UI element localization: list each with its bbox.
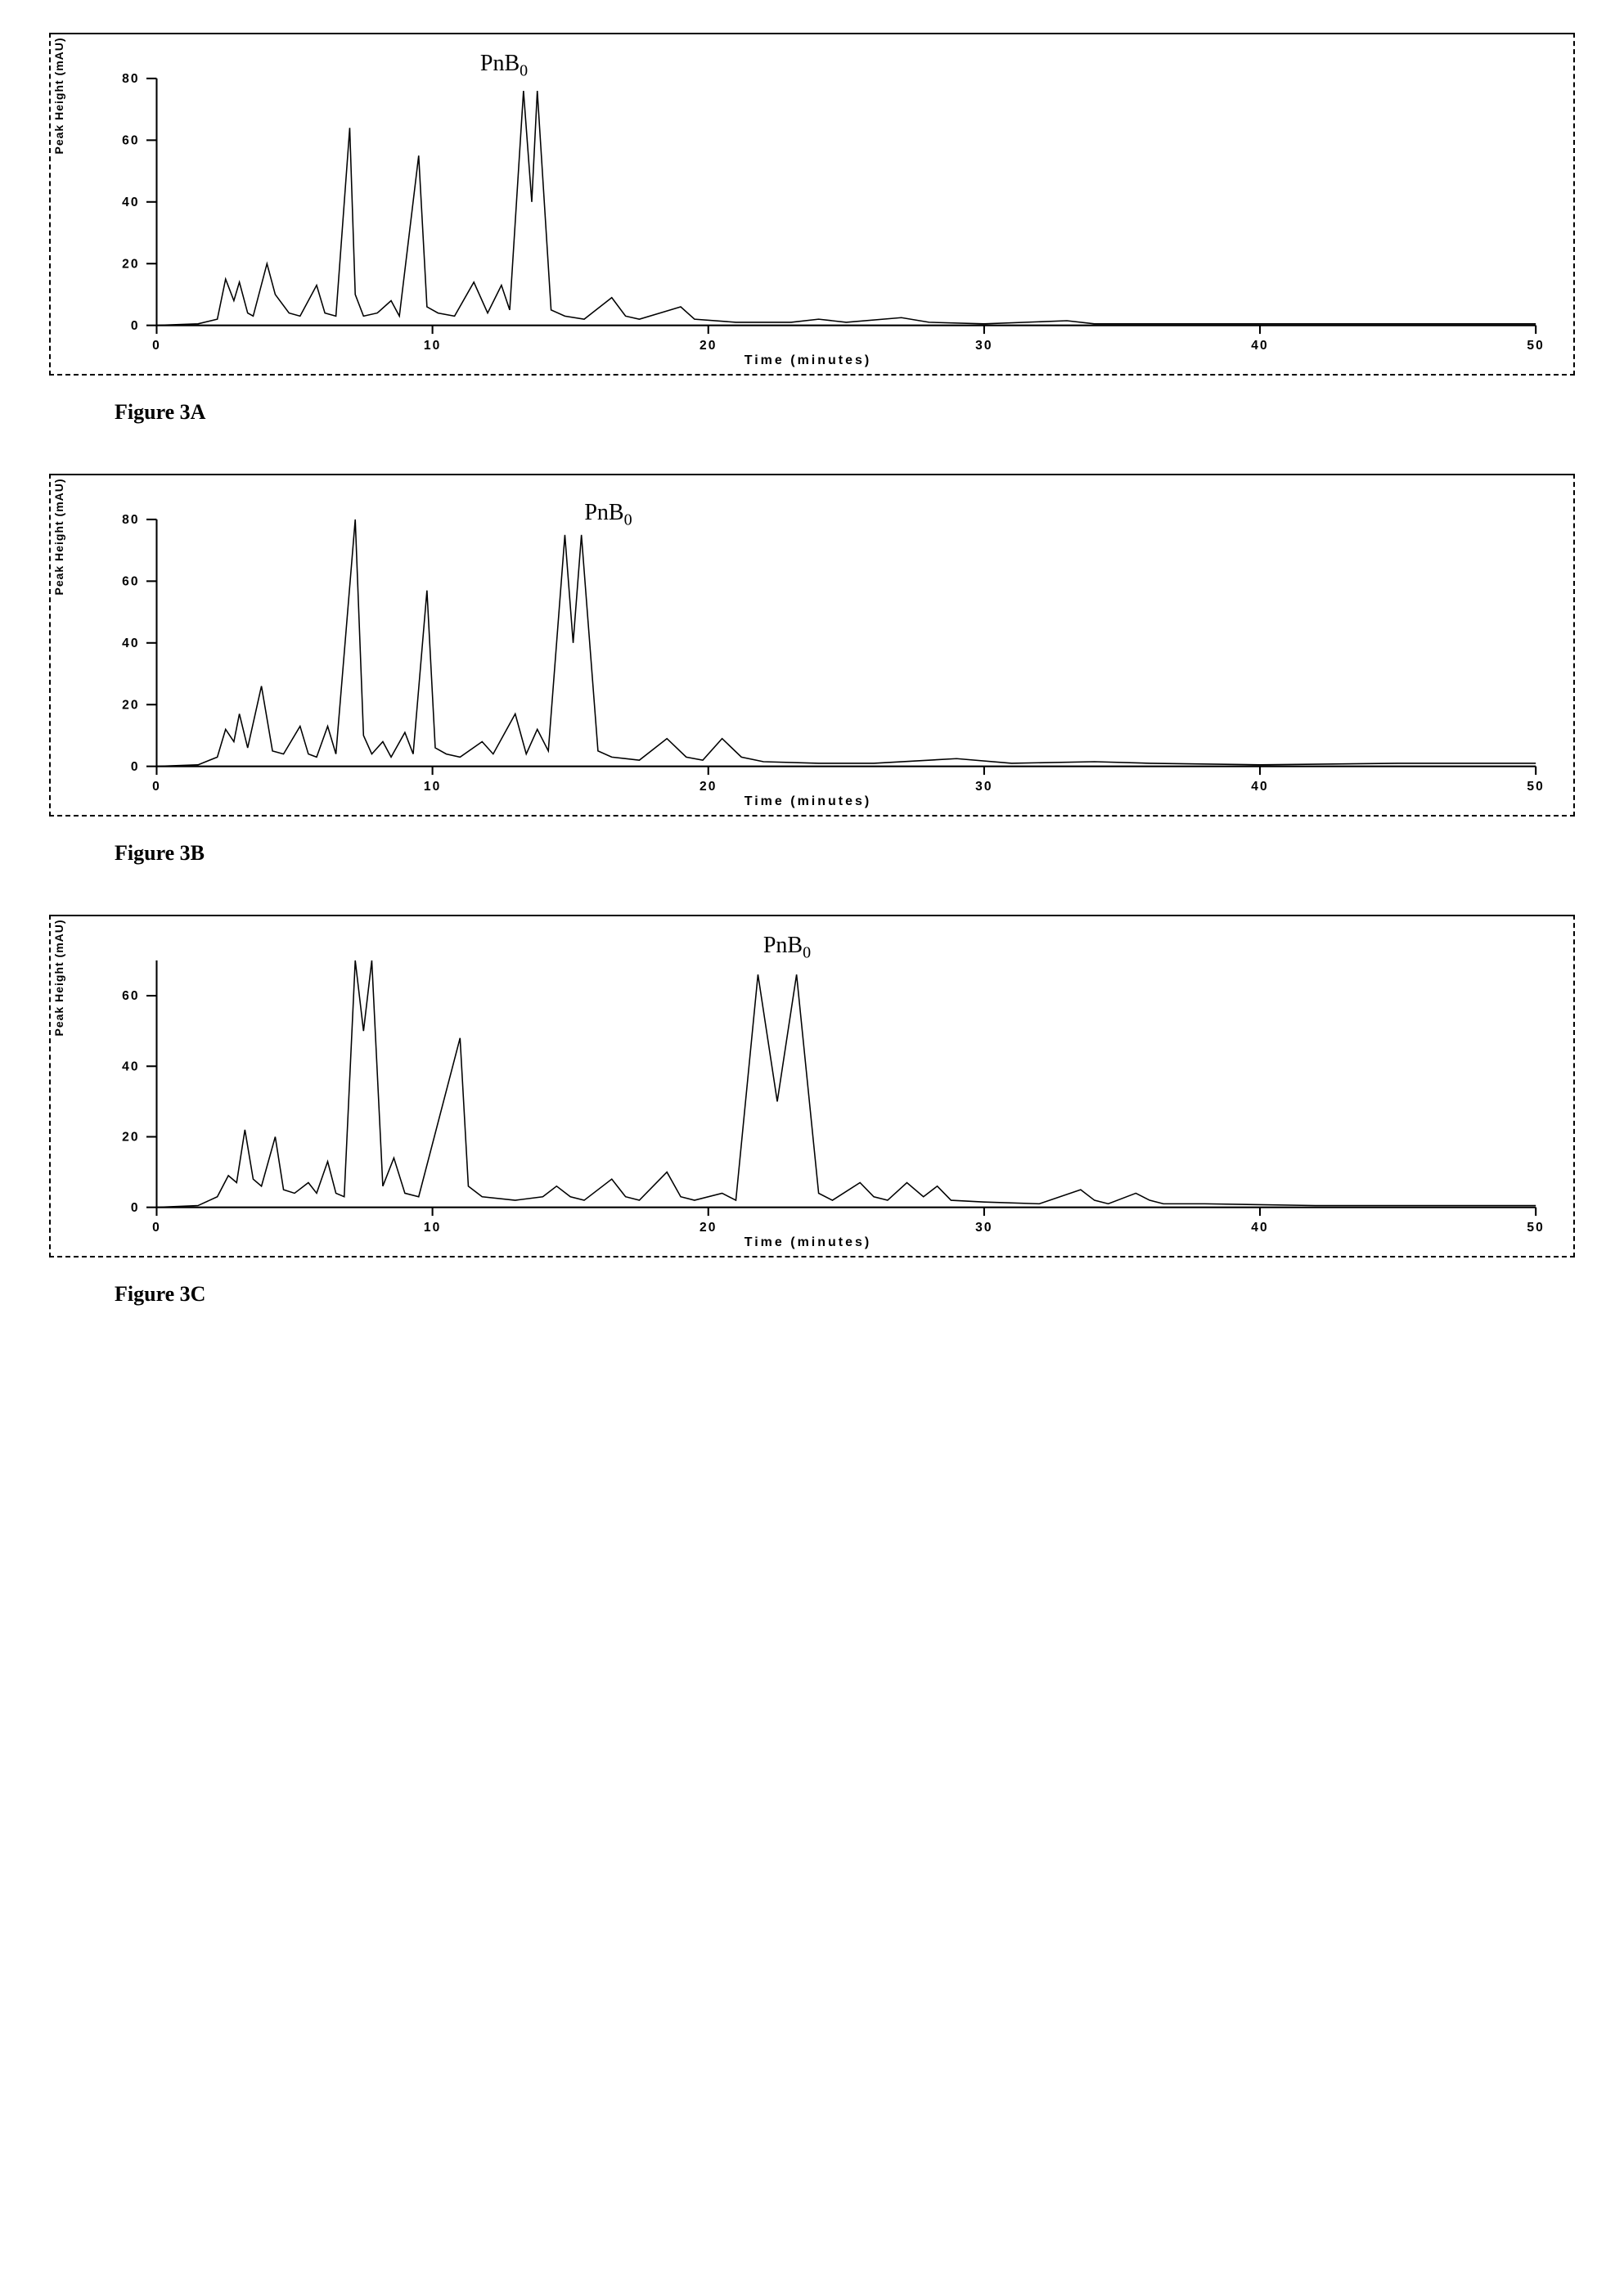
chart-panel: PnB0Peak Height (mAU)Time (minutes)02040… [49,915,1575,1257]
x-tick-label: 40 [1251,780,1269,794]
y-tick-label: 20 [122,257,140,271]
x-tick-label: 50 [1527,780,1545,794]
chart-container: PnB0Peak Height (mAU)Time (minutes)02040… [63,933,1553,1244]
peak-annotation: PnB0 [763,933,811,963]
y-tick-label: 0 [131,1201,140,1215]
chromatogram-trace [156,520,1536,767]
x-tick-label: 30 [975,339,993,353]
y-tick-label: 80 [122,513,140,527]
x-tick-label: 30 [975,780,993,794]
peak-annotation-text: PnB [763,933,803,958]
y-tick-label: 40 [122,196,140,209]
x-tick-label: 30 [975,1221,993,1235]
chromatogram-svg: 0 20 40 60 0 10 20 30 40 50 [63,933,1553,1244]
peak-annotation: PnB0 [584,500,632,530]
x-tick-label: 10 [424,1221,442,1235]
y-tick-label: 40 [122,1060,140,1073]
x-tick-label: 20 [700,339,718,353]
peak-annotation-subscript: 0 [520,62,528,80]
y-tick-label: 60 [122,575,140,589]
x-tick-label: 0 [152,1221,161,1235]
y-axis-label: Peak Height (mAU) [52,919,65,1036]
chart-container: PnB0Peak Height (mAU)Time (minutes)02040… [63,492,1553,803]
y-tick-label: 60 [122,134,140,148]
x-tick-label: 40 [1251,1221,1269,1235]
x-tick-label: 0 [152,339,161,353]
y-tick-label: 0 [131,760,140,774]
y-tick-label: 60 [122,989,140,1003]
y-tick-label: 20 [122,698,140,712]
y-tick-label: 80 [122,72,140,86]
figure-caption: Figure 3A [115,400,1575,425]
y-axis-label: Peak Height (mAU) [52,478,65,595]
x-tick-label: 20 [700,780,718,794]
peak-annotation: PnB0 [480,51,528,81]
x-tick-label: 0 [152,780,161,794]
chart-panel: PnB0Peak Height (mAU)Time (minutes)02040… [49,33,1575,376]
peak-annotation-subscript: 0 [803,944,811,962]
chromatogram-trace [156,91,1536,326]
x-tick-label: 50 [1527,339,1545,353]
x-tick-label: 10 [424,780,442,794]
x-axis-label: Time (minutes) [745,353,872,368]
x-tick-label: 40 [1251,339,1269,353]
peak-annotation-text: PnB [584,500,623,525]
peak-annotation-text: PnB [480,51,520,76]
x-tick-label: 50 [1527,1221,1545,1235]
chart-panel: PnB0Peak Height (mAU)Time (minutes)02040… [49,474,1575,817]
chart-container: PnB0Peak Height (mAU)Time (minutes)02040… [63,51,1553,362]
x-axis-label: Time (minutes) [745,1235,872,1250]
chromatogram-svg: 0 20 40 60 80 0 10 20 30 40 50 [63,492,1553,803]
figure-caption: Figure 3B [115,841,1575,866]
y-tick-label: 20 [122,1131,140,1145]
y-tick-label: 0 [131,319,140,333]
x-tick-label: 10 [424,339,442,353]
y-tick-label: 40 [122,637,140,650]
chromatogram-svg: 0 20 40 60 80 0 10 20 30 40 50 [63,51,1553,362]
figure-caption: Figure 3C [115,1282,1575,1307]
y-axis-label: Peak Height (mAU) [52,37,65,154]
x-axis-label: Time (minutes) [745,794,872,809]
x-tick-label: 20 [700,1221,718,1235]
peak-annotation-subscript: 0 [624,511,632,529]
chromatogram-trace [156,961,1536,1208]
